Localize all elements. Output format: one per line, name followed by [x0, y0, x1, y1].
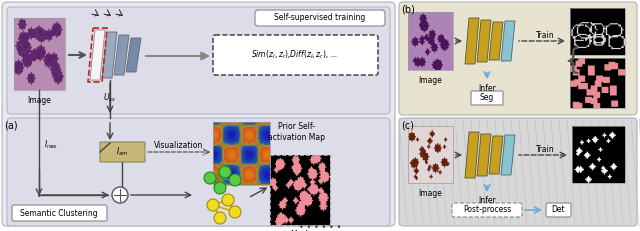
Polygon shape: [501, 135, 515, 175]
FancyBboxPatch shape: [213, 35, 378, 75]
FancyBboxPatch shape: [399, 118, 637, 226]
Bar: [270, 155, 330, 225]
Circle shape: [229, 206, 241, 218]
Polygon shape: [489, 136, 503, 174]
FancyBboxPatch shape: [399, 2, 637, 115]
Polygon shape: [126, 38, 141, 72]
Text: (c): (c): [401, 121, 414, 131]
FancyBboxPatch shape: [12, 205, 107, 221]
FancyBboxPatch shape: [100, 142, 145, 162]
Text: Image: Image: [418, 189, 442, 198]
Text: Post-process: Post-process: [463, 206, 511, 215]
Polygon shape: [477, 134, 491, 176]
Polygon shape: [477, 20, 491, 62]
Text: $U_{ss}$: $U_{ss}$: [104, 92, 116, 104]
Circle shape: [112, 187, 128, 203]
Circle shape: [214, 212, 226, 224]
Text: Infer: Infer: [478, 84, 496, 93]
Text: }: }: [558, 44, 576, 72]
Circle shape: [214, 182, 226, 194]
Text: Infer: Infer: [478, 196, 496, 205]
Text: Self-supervised training: Self-supervised training: [275, 13, 365, 22]
Bar: [408, 126, 453, 183]
Polygon shape: [102, 32, 117, 78]
Text: Det: Det: [551, 206, 565, 215]
Bar: [570, 8, 625, 55]
Text: Image: Image: [27, 96, 51, 105]
Bar: [572, 126, 625, 183]
FancyBboxPatch shape: [452, 203, 522, 217]
FancyBboxPatch shape: [7, 118, 390, 226]
FancyBboxPatch shape: [7, 7, 390, 114]
Text: Visualization: Visualization: [154, 142, 204, 151]
Polygon shape: [90, 30, 105, 80]
Circle shape: [204, 172, 216, 184]
Circle shape: [222, 194, 234, 206]
Text: • • • • • •: • • • • • •: [299, 224, 341, 231]
FancyBboxPatch shape: [2, 2, 395, 226]
Circle shape: [229, 174, 241, 186]
Polygon shape: [114, 35, 129, 75]
Text: Train: Train: [536, 30, 554, 40]
Bar: [14, 18, 65, 90]
Text: Semantic Clustering: Semantic Clustering: [20, 209, 98, 218]
FancyBboxPatch shape: [471, 91, 503, 105]
Text: $I_{am}$: $I_{am}$: [116, 146, 128, 158]
Text: Seg: Seg: [480, 94, 494, 103]
Text: Train: Train: [536, 145, 554, 154]
Text: Image: Image: [418, 76, 442, 85]
Text: (b): (b): [401, 5, 415, 15]
Bar: [570, 58, 625, 108]
Text: Sim$(z_l,z_r)$,Diff$(z_l,z_r)$, ...: Sim$(z_l,z_r)$,Diff$(z_l,z_r)$, ...: [252, 49, 339, 61]
Bar: [408, 12, 453, 70]
Circle shape: [219, 166, 231, 178]
Circle shape: [207, 199, 219, 211]
FancyBboxPatch shape: [255, 10, 385, 26]
Polygon shape: [465, 18, 479, 64]
Text: (a): (a): [4, 120, 18, 130]
Text: Mask: Mask: [290, 230, 310, 231]
Bar: [213, 122, 270, 185]
Polygon shape: [501, 21, 515, 61]
Polygon shape: [465, 132, 479, 178]
Polygon shape: [489, 22, 503, 60]
Text: Prior Self-
activation Map: Prior Self- activation Map: [268, 122, 324, 142]
FancyBboxPatch shape: [546, 203, 571, 217]
Text: $I_{raw}$: $I_{raw}$: [44, 139, 58, 151]
